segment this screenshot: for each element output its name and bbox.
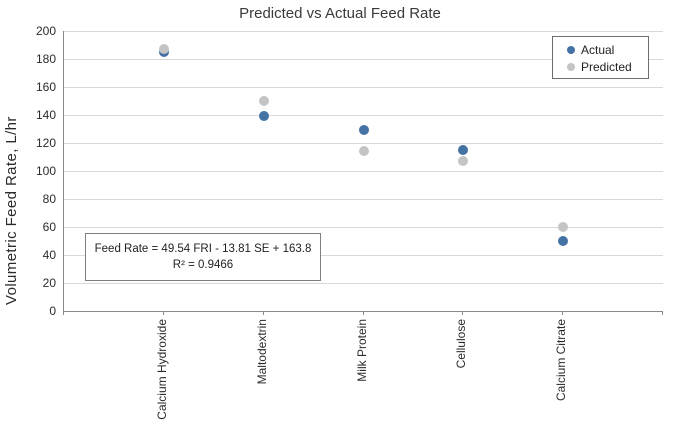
legend: Actual Predicted	[552, 36, 649, 79]
legend-label-actual: Actual	[581, 42, 615, 57]
x-category-label-calcium-hydroxide: Calcium Hydroxide	[154, 319, 169, 420]
y-tick-label-80: 80	[42, 192, 56, 206]
annotation-equation: Feed Rate = 49.54 FRI - 13.81 SE + 163.8	[94, 243, 312, 255]
x-tick-mark	[662, 311, 663, 315]
data-point-actual-2	[358, 125, 369, 136]
x-tick-mark	[262, 311, 264, 315]
y-tick-label-140: 140	[35, 108, 56, 122]
y-tick-label-160: 160	[35, 80, 56, 94]
x-tick-mark	[362, 311, 364, 315]
data-point-predicted-4	[558, 222, 569, 232]
gridline	[64, 171, 663, 172]
gridline	[64, 143, 663, 144]
data-point-actual-3	[458, 145, 469, 155]
gridline	[64, 115, 663, 116]
gridline	[64, 59, 663, 60]
y-tick-label-0: 0	[49, 304, 56, 318]
legend-label-predicted: Predicted	[581, 59, 632, 74]
y-tick-label-20: 20	[42, 276, 56, 290]
y-tick-label-60: 60	[42, 220, 56, 234]
data-point-predicted-0	[158, 44, 169, 55]
legend-marker-predicted-icon	[567, 62, 575, 71]
legend-item-actual: Actual	[567, 41, 648, 58]
x-category-label-cellulose: Cellulose	[454, 319, 469, 369]
y-tick-label-100: 100	[35, 164, 56, 178]
x-tick-mark	[63, 311, 64, 315]
x-tick-mark	[562, 311, 564, 315]
y-tick-label-120: 120	[35, 136, 56, 150]
gridline	[64, 283, 663, 284]
gridline	[64, 31, 663, 32]
legend-marker-actual-icon	[567, 45, 575, 54]
x-tick-mark	[462, 311, 464, 315]
y-tick-label-40: 40	[42, 248, 56, 262]
gridline	[64, 255, 663, 256]
data-point-predicted-3	[458, 156, 469, 167]
x-category-label-milk-protein: Milk Protein	[354, 319, 369, 382]
data-point-predicted-2	[358, 146, 369, 157]
data-point-actual-1	[258, 111, 269, 122]
x-tick-mark	[162, 311, 164, 315]
plot-area	[63, 31, 663, 312]
x-category-label-calcium-citrate: Calcium Citrate	[554, 319, 569, 402]
gridline	[64, 199, 663, 200]
chart-title: Predicted vs Actual Feed Rate	[239, 5, 441, 22]
annotation-r-squared: R² = 0.9466	[172, 259, 234, 271]
legend-item-predicted: Predicted	[567, 58, 648, 75]
gridline	[64, 227, 663, 228]
y-tick-label-200: 200	[35, 24, 56, 38]
y-tick-label-180: 180	[35, 52, 56, 66]
x-category-label-maltodextrin: Maltodextrin	[254, 319, 269, 385]
regression-annotation-box: Feed Rate = 49.54 FRI - 13.81 SE + 163.8…	[85, 233, 321, 281]
data-point-predicted-1	[258, 96, 269, 106]
data-point-actual-4	[558, 236, 569, 246]
gridline	[64, 87, 663, 88]
